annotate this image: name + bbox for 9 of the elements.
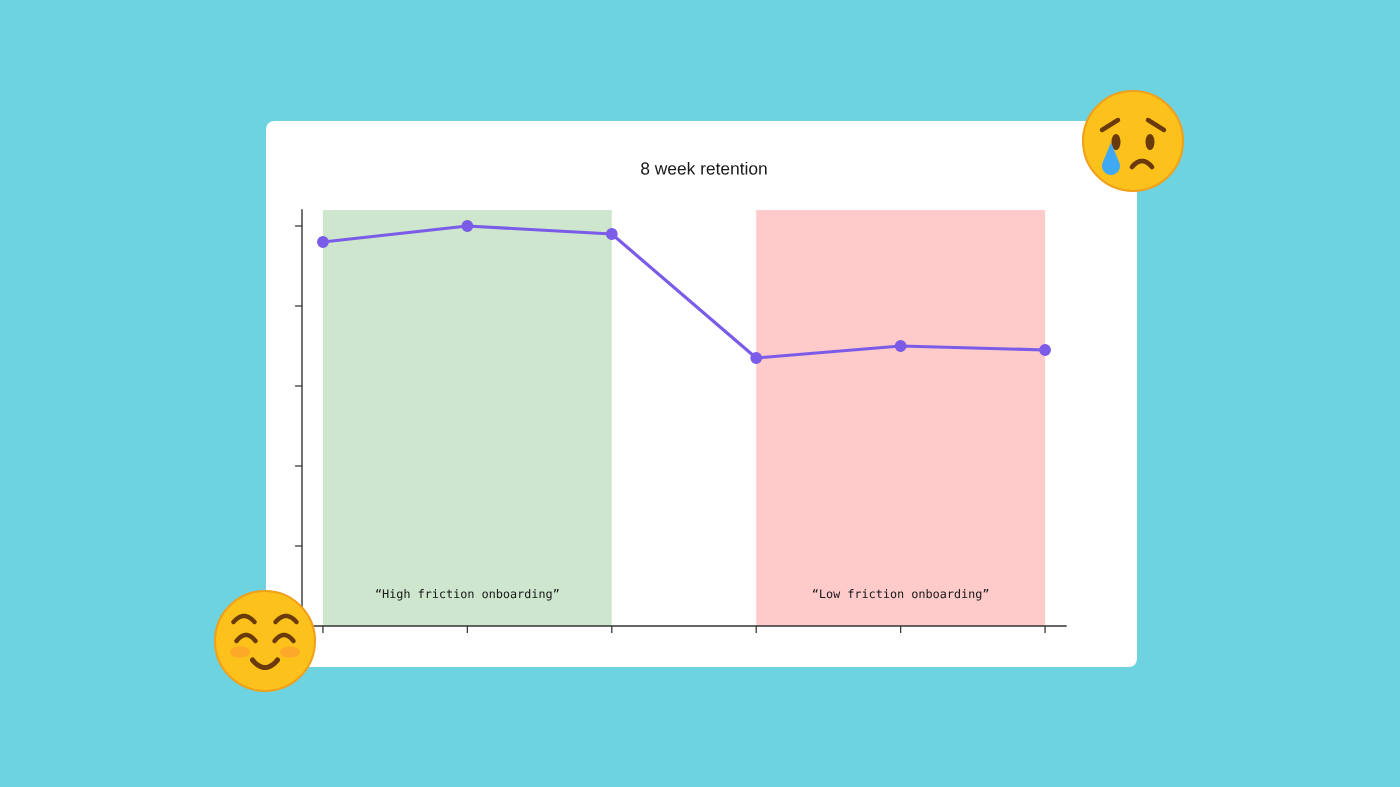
point [750, 352, 763, 364]
point [461, 220, 474, 232]
annotation: “High friction onboarding” [376, 589, 559, 601]
point [605, 228, 618, 240]
chart-title: 8 week retention [641, 161, 767, 175]
point [317, 236, 329, 248]
point [1039, 344, 1051, 356]
point [894, 340, 907, 352]
annotation: “Low friction onboarding” [813, 589, 989, 601]
